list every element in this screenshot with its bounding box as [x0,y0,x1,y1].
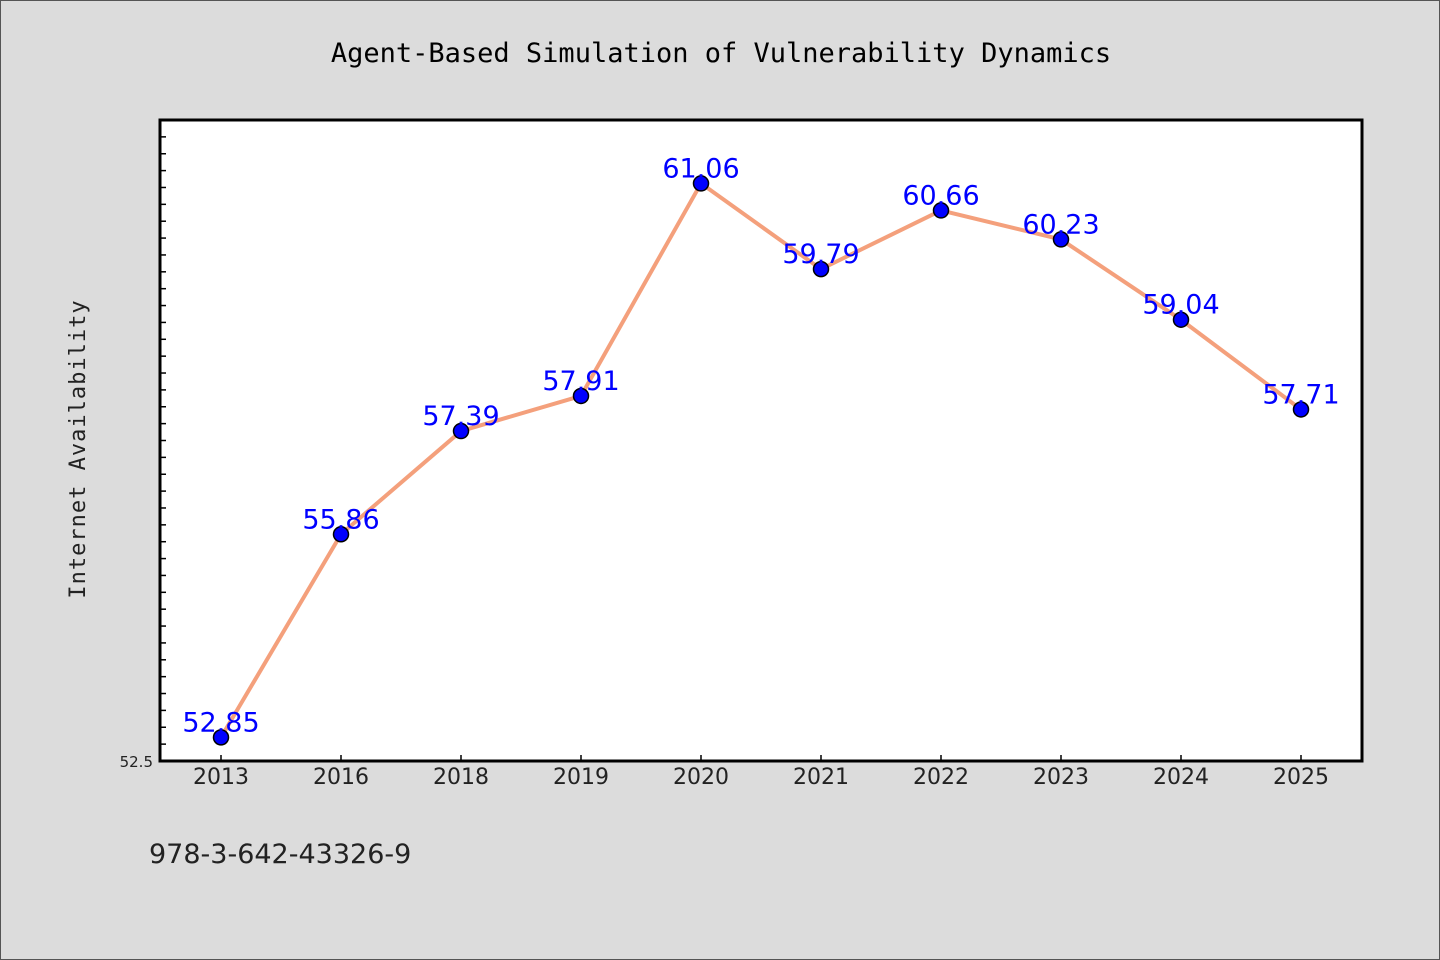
data-point [572,387,590,405]
x-tick-label: 2020 [673,765,729,790]
data-label: 57.39 [422,401,499,432]
data-point [1172,311,1190,328]
series-layer: 52.85 55.86 57.39 57.91 61.06 59.79 60.66 60.23… [182,153,1340,746]
data-label: 57.71 [1262,379,1339,410]
x-tick-label: 2013 [193,765,249,790]
x-tick-label: 2019 [553,765,609,790]
y-tick-label: 52.5 [120,753,153,771]
data-point [812,260,830,278]
x-tick-labels: 2013 2016 2018 2019 2020 2021 2022 2023 2024 2025 [193,765,1329,790]
plot-frame [158,118,1364,763]
x-tick-label: 2024 [1153,765,1209,790]
data-label: 59.79 [782,239,859,270]
data-labels: 52.85 55.86 57.39 57.91 61.06 59.79 60.66 60.23… [182,153,1339,738]
x-tick-label: 2023 [1033,765,1089,790]
series-line [219,181,1303,739]
x-tick-label: 2016 [313,765,369,790]
data-label: 59.04 [1142,290,1219,321]
data-point [1052,231,1070,248]
series-markers [212,175,1310,746]
data-point [1292,401,1310,418]
data-label: 60.66 [902,180,979,211]
data-label: 60.23 [1022,209,1099,240]
data-point [692,175,710,192]
data-point [332,526,350,543]
data-point [452,422,470,440]
x-tick-label: 2022 [913,765,969,790]
isbn-text: 978-3-642-43326-9 [149,839,411,870]
chart-title: Agent-Based Simulation of Vulnerability … [331,38,1111,69]
x-tick-label: 2025 [1273,765,1329,790]
y-axis-label: Internet Availability [66,299,91,598]
plot-area [160,120,1362,761]
data-point [932,202,950,219]
data-label: 61.06 [662,153,739,184]
data-label: 57.91 [542,366,619,397]
x-tick-label: 2021 [793,765,849,790]
data-label: 55.86 [302,504,379,535]
data-label: 52.85 [182,707,259,738]
data-point [212,729,230,746]
x-tick-label: 2018 [433,765,489,790]
